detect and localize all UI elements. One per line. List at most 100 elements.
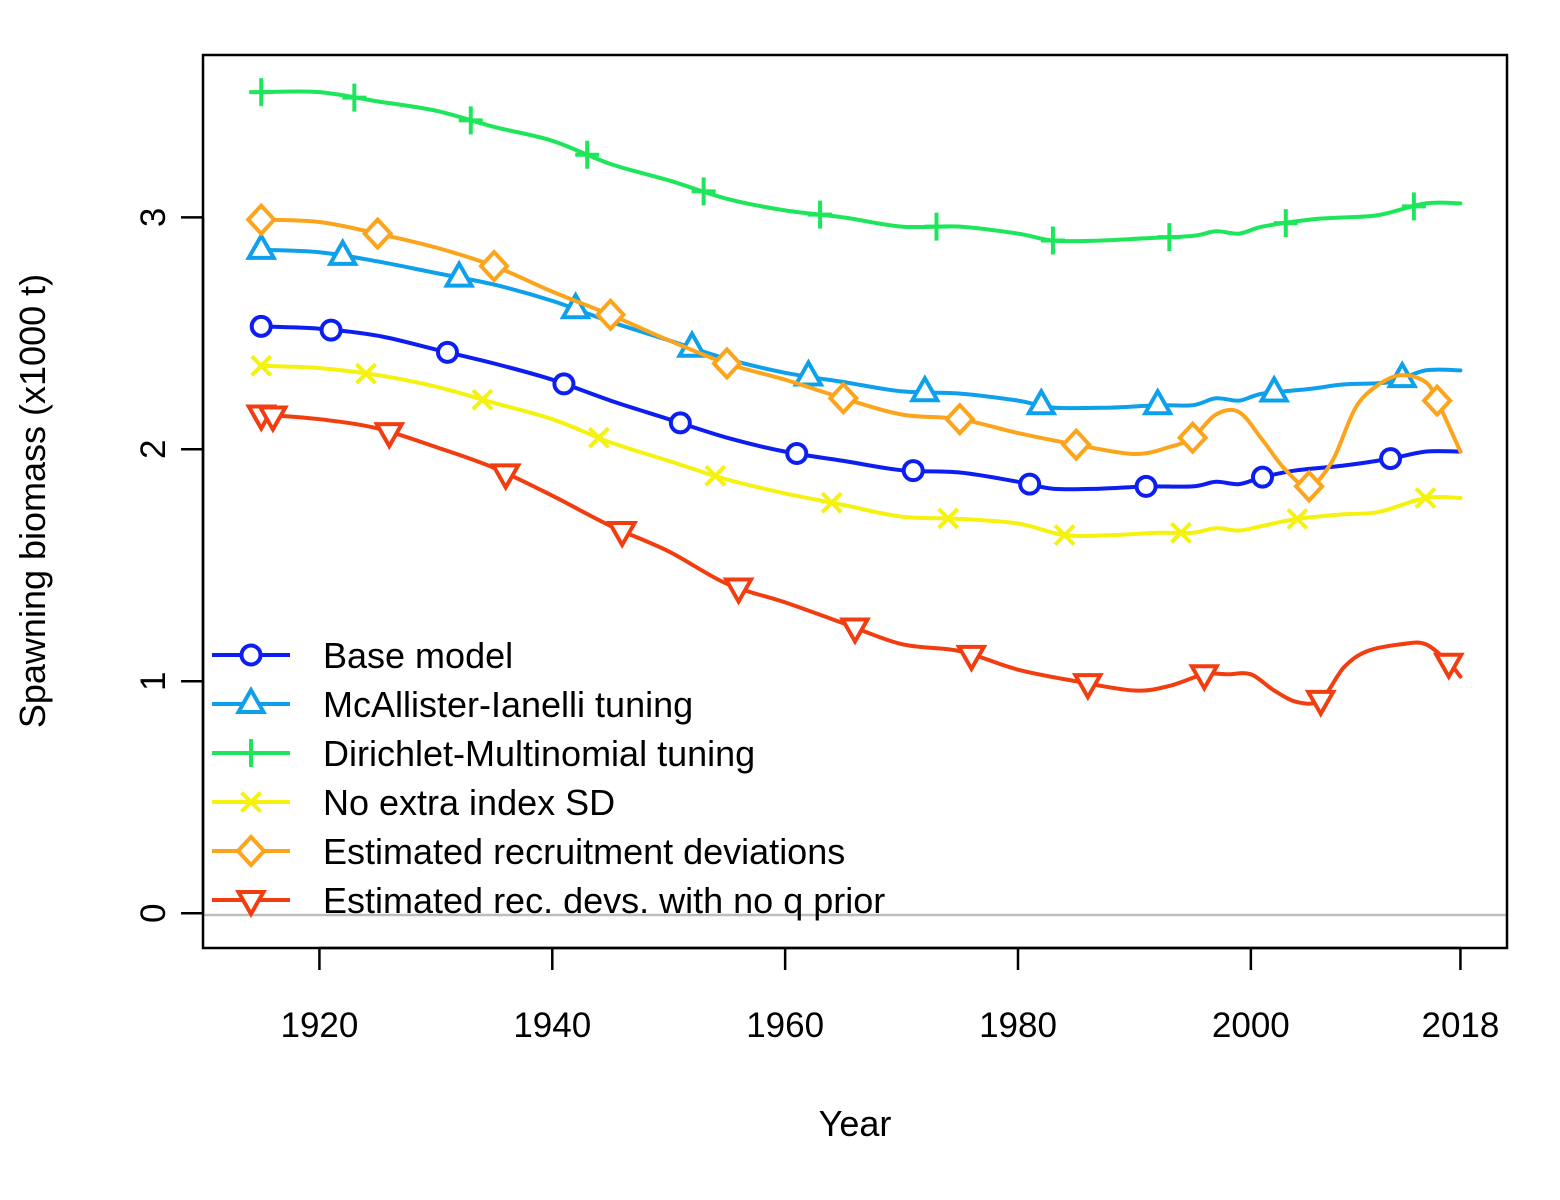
series-line <box>259 247 1463 411</box>
series-marker <box>704 464 727 487</box>
y-tick-label: 3 <box>134 208 173 227</box>
series-marker <box>785 441 809 465</box>
series-marker <box>1379 447 1403 471</box>
series-marker <box>575 140 600 169</box>
series-marker <box>808 200 833 229</box>
legend-marker <box>235 890 267 919</box>
series-marker <box>1273 209 1298 238</box>
series-marker <box>711 346 743 381</box>
series-marker <box>256 405 289 434</box>
series-line <box>259 363 1463 539</box>
series-marker <box>559 291 592 320</box>
series-marker <box>436 340 459 364</box>
series-marker <box>342 83 367 112</box>
series-3 <box>250 354 1463 547</box>
x-tick-label: 1980 <box>979 1006 1057 1045</box>
legend-label: No extra index SD <box>323 782 615 823</box>
y-axis: 0 1 2 3 <box>134 208 205 923</box>
legend-label: Base model <box>323 635 513 676</box>
series-marker <box>552 372 576 396</box>
series-marker <box>1025 387 1058 416</box>
legend-label: Dirichlet-Multinomial tuning <box>323 733 755 774</box>
x-tick-label: 1940 <box>513 1006 591 1045</box>
legend-marker <box>235 685 267 714</box>
series-marker <box>249 314 273 338</box>
series-marker <box>722 577 755 606</box>
x-tick-label: 1960 <box>746 1006 824 1045</box>
series-line <box>259 412 1463 706</box>
legend-marker <box>239 739 263 767</box>
series-marker <box>1157 223 1182 252</box>
series-marker <box>1018 472 1042 496</box>
series-marker <box>249 78 274 107</box>
legend-label: Estimated rec. devs. with no q prior <box>323 880 885 921</box>
series-5 <box>245 404 1465 718</box>
series-marker <box>471 388 494 411</box>
legend-item: No extra index SD <box>212 782 615 823</box>
x-tick-label: 2000 <box>1212 1006 1290 1045</box>
series-marker <box>691 177 716 206</box>
series-marker <box>1258 374 1291 403</box>
x-tick-label: 1920 <box>280 1006 358 1045</box>
series-marker <box>1421 383 1453 418</box>
series-marker <box>937 507 960 530</box>
series-marker <box>587 426 610 449</box>
series-marker <box>245 202 277 237</box>
series-marker <box>319 318 343 342</box>
series-marker <box>908 374 941 403</box>
series-marker <box>594 297 627 332</box>
series-marker <box>668 411 692 435</box>
series-marker <box>1251 465 1274 489</box>
series-marker <box>924 212 949 241</box>
y-tick-label: 2 <box>134 440 173 459</box>
y-tick-label: 0 <box>134 903 173 922</box>
series-marker <box>792 358 825 387</box>
series-marker <box>944 402 976 437</box>
legend-marker <box>239 643 263 667</box>
legend-label: McAllister-Ianelli tuning <box>323 684 693 725</box>
series-marker <box>827 381 860 416</box>
series-marker <box>1432 652 1465 681</box>
y-axis-title: Spawning biomass (x1000 t) <box>12 274 53 728</box>
series-2 <box>249 78 1463 255</box>
series-marker <box>478 249 510 284</box>
series-marker <box>1401 192 1426 221</box>
series-marker <box>373 422 406 451</box>
series-marker <box>1060 427 1092 462</box>
series-0 <box>249 314 1463 498</box>
series-marker <box>250 354 273 377</box>
legend-item: McAllister-Ianelli tuning <box>212 684 693 725</box>
series-line <box>259 324 1463 492</box>
legend-item: Estimated recruitment deviations <box>212 831 845 872</box>
series-layer <box>245 78 1465 718</box>
series-marker <box>326 237 359 266</box>
series-marker <box>1170 521 1192 544</box>
series-marker <box>458 106 483 135</box>
series-marker <box>245 231 278 260</box>
series-marker <box>361 216 394 251</box>
series-marker <box>1414 487 1437 509</box>
x-axis-title: Year <box>819 1103 892 1144</box>
series-marker <box>1286 507 1309 530</box>
x-axis: 1920 1940 1960 1980 2000 2018 <box>280 946 1499 1045</box>
legend-marker <box>240 791 262 813</box>
series-marker <box>820 491 843 514</box>
series-marker <box>1040 226 1065 255</box>
series-marker <box>1293 469 1325 504</box>
x-tick-label: 2018 <box>1421 1006 1499 1045</box>
series-marker <box>676 329 708 358</box>
series-marker <box>1176 420 1209 455</box>
series-marker <box>1071 673 1104 702</box>
series-marker <box>1053 524 1076 547</box>
series-line <box>259 89 1463 244</box>
series-marker <box>901 459 925 483</box>
series-marker <box>1304 689 1337 718</box>
series-marker <box>1141 387 1174 416</box>
series-marker <box>955 644 988 673</box>
legend: Base model McAllister-Ianelli tuning Diric… <box>212 635 885 921</box>
y-tick-label: 1 <box>134 672 173 691</box>
legend-item: Dirichlet-Multinomial tuning <box>212 733 755 774</box>
series-line <box>259 217 1463 489</box>
series-marker <box>1188 664 1221 693</box>
